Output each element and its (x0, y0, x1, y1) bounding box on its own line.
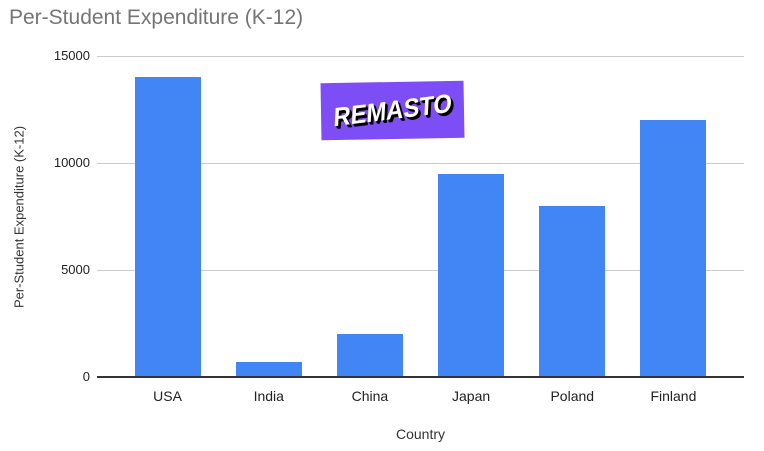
y-tick-15000: 15000 (53, 48, 90, 63)
plot-area: 0 5000 10000 15000 USA India China Japan Poland F… (54, 48, 744, 404)
y-axis-title: Per-Student Expenditure (K-12) (11, 125, 27, 309)
y-tick-10000: 10000 (53, 155, 90, 170)
y-tick-0: 0 (82, 369, 90, 384)
bar-poland (539, 205, 606, 377)
bar-usa (134, 77, 201, 377)
x-tick-poland: Poland (550, 388, 595, 404)
bar-japan (438, 173, 505, 377)
x-tick-usa: USA (153, 388, 182, 404)
x-tick-china: China (351, 388, 389, 404)
gridline-10000 (97, 162, 744, 164)
bar-finland (640, 120, 707, 377)
x-tick-japan: Japan (452, 388, 491, 404)
x-tick-india: India (253, 388, 284, 404)
remasto-logo-text: REMASTO (332, 87, 453, 133)
gridline-5000 (97, 269, 744, 271)
y-tick-5000: 5000 (61, 262, 90, 277)
chart-title: Per-Student Expenditure (K-12) (9, 6, 304, 29)
x-axis-title: Country (395, 426, 446, 442)
remasto-logo: REMASTO (320, 80, 465, 141)
bar-china (336, 334, 403, 377)
gridline-15000 (97, 55, 744, 57)
x-axis-baseline (97, 376, 744, 378)
x-tick-finland: Finland (650, 388, 697, 404)
bar-india (235, 362, 302, 377)
